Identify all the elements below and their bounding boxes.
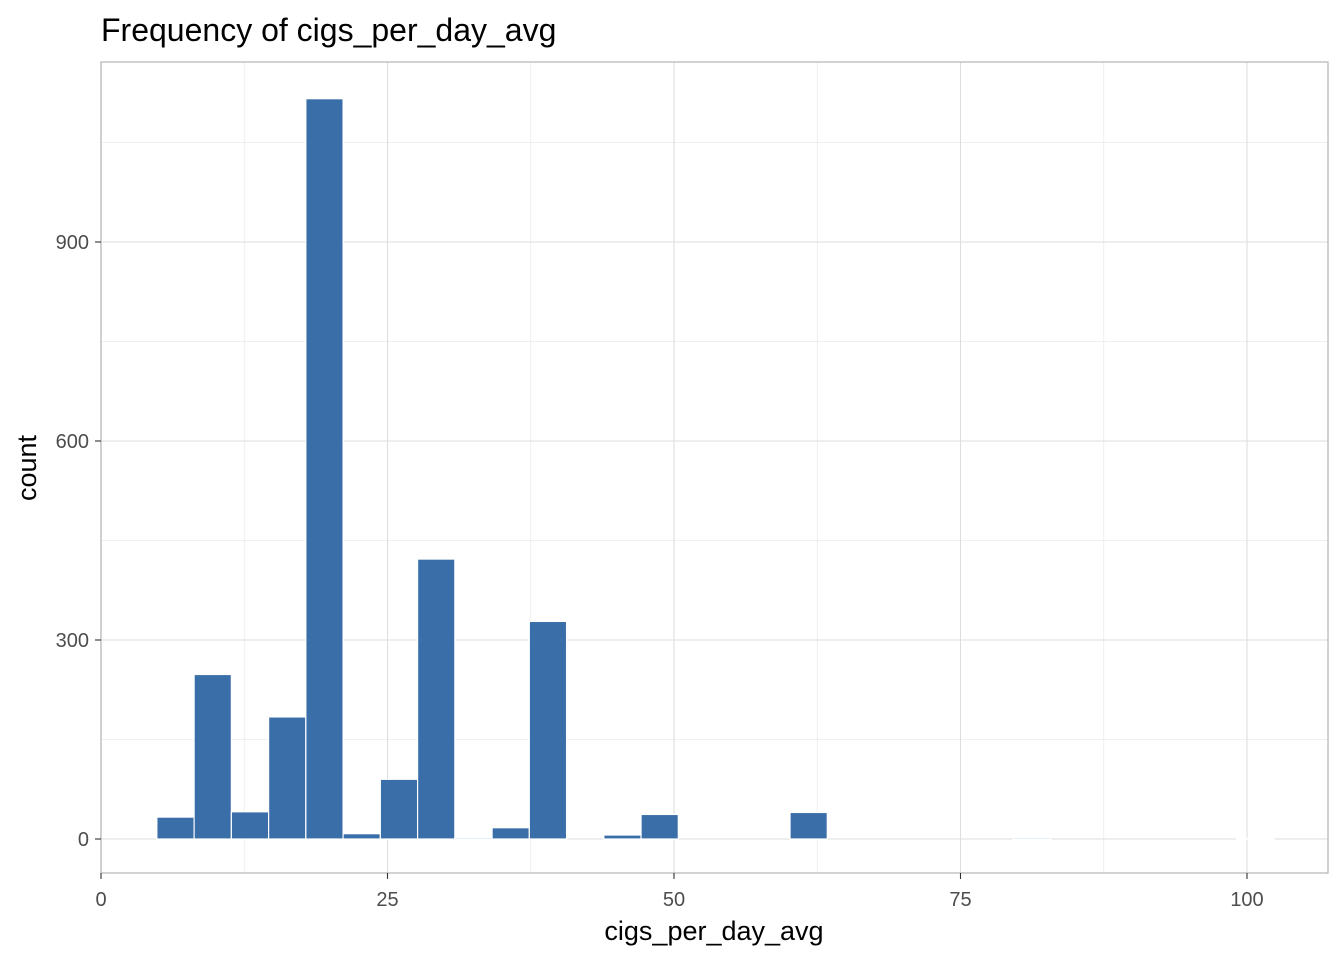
- histogram-bar: [528, 620, 568, 840]
- x-tick-label: 50: [663, 889, 685, 911]
- histogram-bar: [379, 778, 419, 840]
- histogram-bar: [416, 558, 456, 840]
- histogram-bar: [230, 811, 270, 840]
- x-tick-label: 75: [949, 889, 971, 911]
- histogram-bar: [603, 834, 642, 840]
- y-tick-label: 0: [78, 829, 89, 851]
- histogram-bar: [640, 813, 679, 840]
- chart-title: Frequency of cigs_per_day_avg: [101, 12, 556, 48]
- histogram-bar: [305, 98, 344, 840]
- x-tick-label: 100: [1230, 889, 1263, 911]
- histogram-bar: [342, 833, 381, 840]
- histogram-bar: [1012, 837, 1052, 840]
- histogram-bar: [454, 837, 493, 840]
- histogram-bars: [156, 98, 1275, 840]
- y-tick-label: 600: [56, 431, 89, 453]
- x-tick-label: 0: [95, 889, 106, 911]
- histogram-bar: [268, 716, 307, 840]
- y-axis-title: count: [12, 434, 42, 501]
- y-tick-label: 900: [56, 232, 89, 254]
- histogram-bar: [1236, 837, 1275, 840]
- histogram-bar: [156, 816, 195, 840]
- x-axis-title: cigs_per_day_avg: [604, 916, 823, 946]
- histogram-bar: [789, 811, 828, 840]
- histogram-bar: [193, 673, 232, 840]
- y-axis-ticks: 0 300 600 900: [56, 232, 101, 851]
- x-tick-label: 25: [376, 889, 398, 911]
- y-tick-label: 300: [56, 630, 89, 652]
- x-axis-ticks: 0 25 50 75 100: [95, 873, 1264, 911]
- panel-border: [100, 61, 1329, 874]
- histogram-bar: [491, 827, 530, 840]
